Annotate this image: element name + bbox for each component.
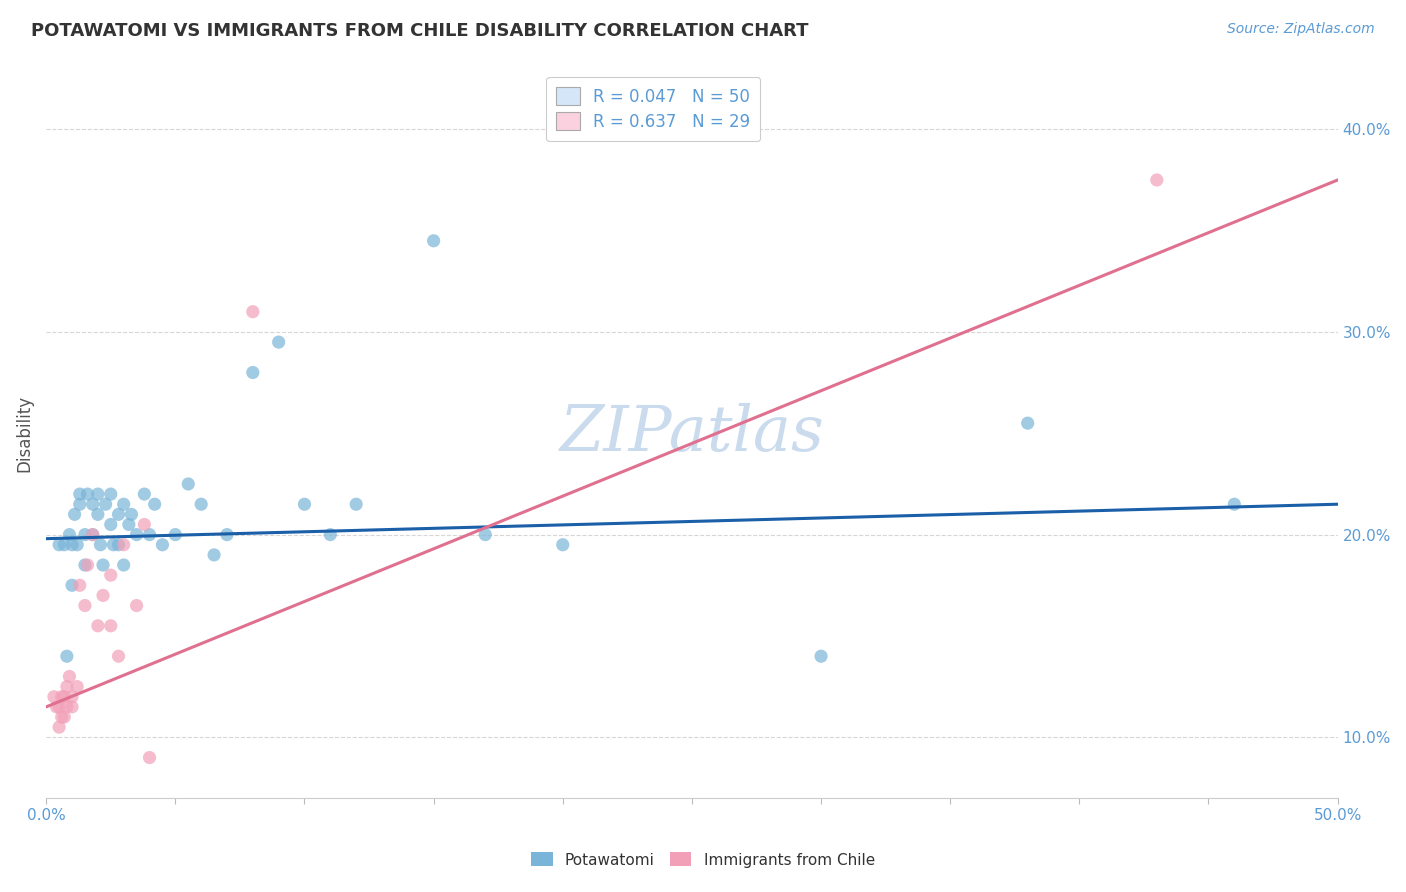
Point: [58, 669, 80, 683]
Point: [42, 690, 65, 704]
Point: [810, 649, 832, 664]
Point: [66, 538, 89, 552]
Point: [48, 720, 70, 734]
Point: [100, 487, 122, 501]
Point: [1017, 416, 1039, 430]
Point: [63, 508, 86, 522]
Point: [58, 527, 80, 541]
Point: [73, 558, 96, 572]
Point: [60, 699, 83, 714]
Point: [165, 527, 187, 541]
Point: [267, 335, 290, 350]
Point: [100, 568, 122, 582]
Point: [120, 508, 142, 522]
Point: [100, 517, 122, 532]
Point: [94, 497, 117, 511]
Point: [53, 538, 76, 552]
Point: [60, 690, 83, 704]
Point: [134, 517, 156, 532]
Point: [87, 508, 110, 522]
Point: [69, 497, 91, 511]
Point: [51, 710, 73, 724]
Point: [202, 548, 225, 562]
Point: [190, 497, 212, 511]
Point: [89, 538, 111, 552]
Point: [138, 527, 160, 541]
Point: [73, 527, 96, 541]
Point: [242, 366, 264, 380]
Point: [51, 690, 73, 704]
Point: [143, 497, 166, 511]
Point: [474, 527, 496, 541]
Point: [125, 527, 148, 541]
Text: POTAWATOMI VS IMMIGRANTS FROM CHILE DISABILITY CORRELATION CHART: POTAWATOMI VS IMMIGRANTS FROM CHILE DISA…: [31, 22, 808, 40]
Point: [215, 527, 238, 541]
Point: [319, 527, 342, 541]
Point: [53, 690, 76, 704]
Point: [66, 680, 89, 694]
Point: [103, 538, 125, 552]
Point: [112, 497, 135, 511]
Point: [82, 527, 104, 541]
Point: [69, 578, 91, 592]
Point: [73, 599, 96, 613]
Legend: R = 0.047   N = 50, R = 0.637   N = 29: R = 0.047 N = 50, R = 0.637 N = 29: [547, 77, 761, 141]
Point: [91, 589, 114, 603]
Point: [112, 558, 135, 572]
Point: [87, 619, 110, 633]
Point: [82, 497, 104, 511]
Y-axis label: Disability: Disability: [15, 395, 32, 472]
Point: [242, 304, 264, 318]
Point: [56, 680, 79, 694]
Text: ZIPatlas: ZIPatlas: [560, 402, 824, 464]
Point: [60, 578, 83, 592]
Point: [82, 527, 104, 541]
Point: [138, 750, 160, 764]
Point: [152, 538, 174, 552]
Point: [76, 487, 98, 501]
Point: [177, 477, 200, 491]
Point: [107, 538, 129, 552]
Point: [294, 497, 316, 511]
Point: [125, 599, 148, 613]
Point: [112, 538, 135, 552]
Legend: Potawatomi, Immigrants from Chile: Potawatomi, Immigrants from Chile: [524, 847, 882, 873]
Point: [45, 699, 67, 714]
Point: [100, 619, 122, 633]
Point: [91, 558, 114, 572]
Point: [107, 508, 129, 522]
Point: [60, 538, 83, 552]
Point: [56, 649, 79, 664]
Point: [53, 710, 76, 724]
Point: [551, 538, 574, 552]
Point: [134, 487, 156, 501]
Point: [1223, 497, 1246, 511]
Point: [107, 649, 129, 664]
Text: Source: ZipAtlas.com: Source: ZipAtlas.com: [1227, 22, 1375, 37]
Point: [422, 234, 444, 248]
Point: [87, 487, 110, 501]
Point: [344, 497, 367, 511]
Point: [76, 558, 98, 572]
Point: [48, 699, 70, 714]
Point: [118, 517, 141, 532]
Point: [1146, 173, 1168, 187]
Point: [56, 699, 79, 714]
Point: [48, 538, 70, 552]
Point: [69, 487, 91, 501]
